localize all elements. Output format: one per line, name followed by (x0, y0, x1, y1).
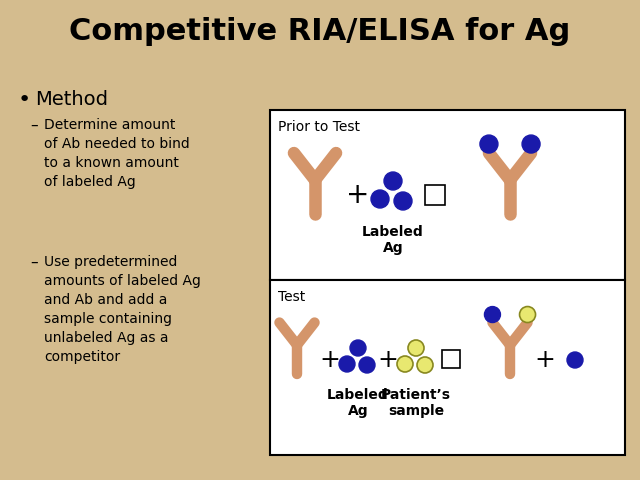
Circle shape (397, 356, 413, 372)
Bar (425, 185, 445, 205)
Circle shape (480, 135, 498, 153)
Bar (270, 110, 625, 280)
Text: •: • (18, 90, 31, 110)
Text: Labeled
Ag: Labeled Ag (327, 388, 389, 418)
Text: Patient’s
sample: Patient’s sample (381, 388, 451, 418)
Text: Prior to Test: Prior to Test (278, 120, 360, 134)
Text: Competitive RIA/ELISA for Ag: Competitive RIA/ELISA for Ag (69, 17, 571, 47)
Circle shape (359, 357, 375, 373)
Text: Use predetermined
amounts of labeled Ag
and Ab and add a
sample containing
unlab: Use predetermined amounts of labeled Ag … (44, 255, 201, 364)
Text: –: – (30, 255, 38, 270)
Text: Labeled
Ag: Labeled Ag (362, 225, 424, 255)
Circle shape (417, 357, 433, 373)
Circle shape (350, 340, 366, 356)
Circle shape (567, 352, 583, 368)
Bar (442, 350, 460, 368)
Text: +: + (378, 348, 399, 372)
Text: Determine amount
of Ab needed to bind
to a known amount
of labeled Ag: Determine amount of Ab needed to bind to… (44, 118, 189, 189)
Circle shape (522, 135, 540, 153)
Circle shape (394, 192, 412, 210)
Bar (270, 280, 625, 455)
Text: +: + (346, 181, 370, 209)
Text: –: – (30, 118, 38, 133)
Text: +: + (534, 348, 556, 372)
Text: +: + (319, 348, 340, 372)
Circle shape (520, 307, 536, 323)
Text: Test: Test (278, 290, 305, 304)
Circle shape (408, 340, 424, 356)
Circle shape (484, 307, 500, 323)
Circle shape (371, 190, 389, 208)
Circle shape (384, 172, 402, 190)
Circle shape (339, 356, 355, 372)
Text: Method: Method (35, 90, 108, 109)
